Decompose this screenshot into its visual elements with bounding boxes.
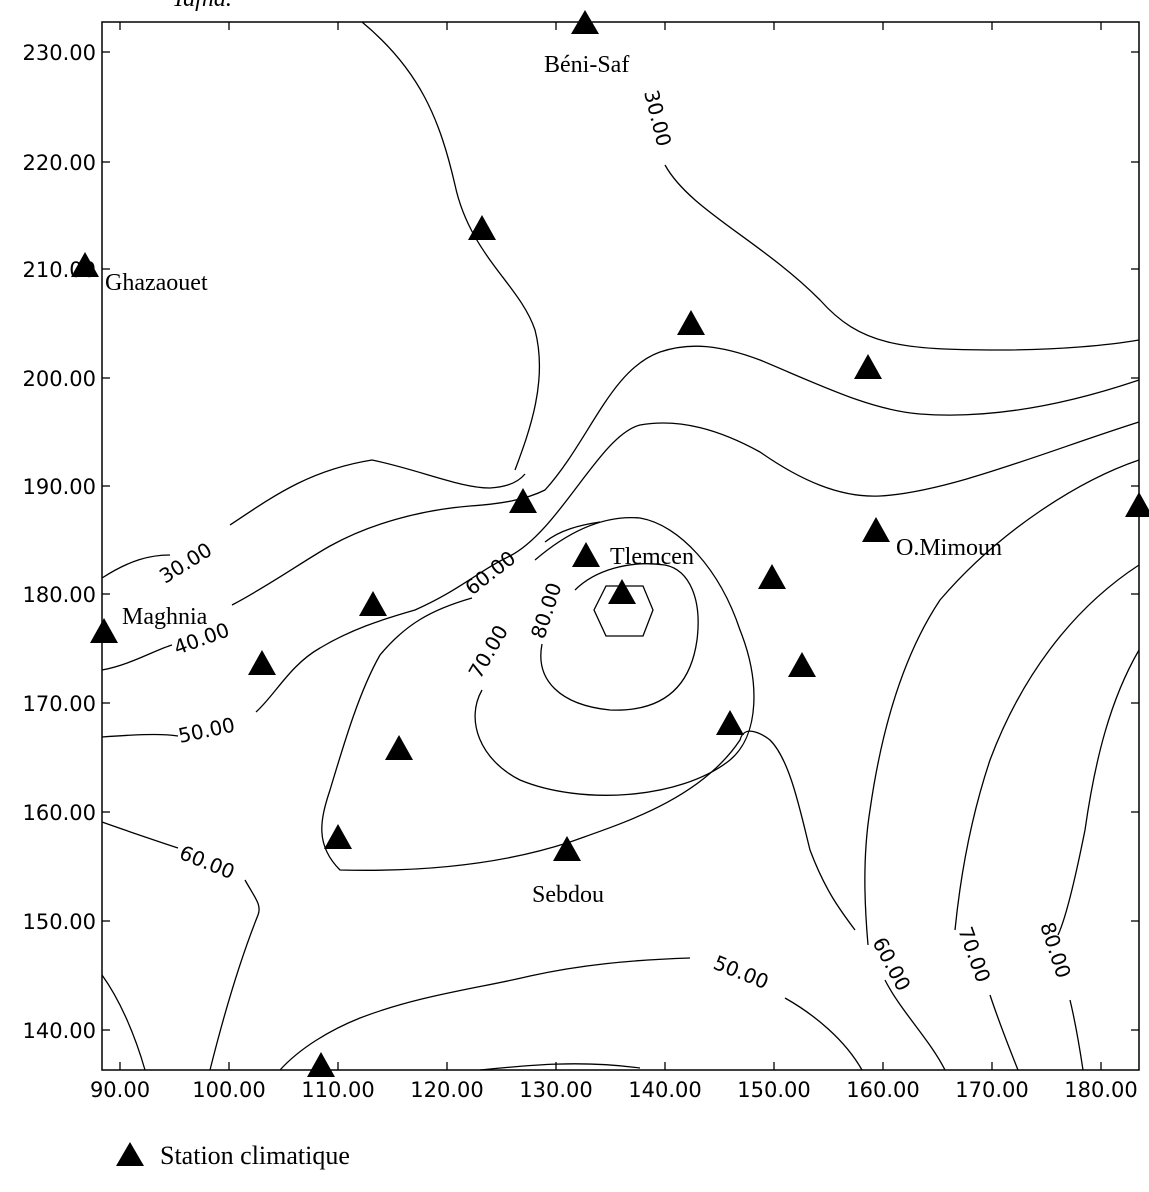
contour-label: 60.00 (868, 933, 916, 995)
contour-lines (101, 21, 1140, 1071)
contour-line (989, 994, 1019, 1071)
contour-line (279, 957, 691, 1071)
contour-label: 30.00 (639, 87, 676, 148)
y-axis (102, 51, 1139, 1031)
contour-line (101, 974, 146, 1071)
contour-label: 50.00 (176, 713, 237, 748)
x-tick-label: 90.00 (90, 1078, 150, 1102)
station-marker (509, 488, 537, 513)
place-name-o-mimoun: O.Mimoun (896, 535, 1002, 561)
contour-line (1069, 999, 1084, 1071)
y-tick-label: 160.00 (23, 801, 96, 825)
station-marker (1125, 492, 1149, 517)
y-tick-label: 170.00 (23, 692, 96, 716)
contour-label: 70.00 (464, 621, 513, 683)
contour-line (954, 564, 1140, 931)
contour-label: 60.00 (176, 840, 238, 884)
contour-line (321, 597, 856, 931)
station-marker (553, 836, 581, 861)
peak-hexagon (593, 585, 654, 637)
contour-line (361, 21, 541, 471)
x-tick-label: 170.00 (955, 1078, 1028, 1102)
x-tick-label: 160.00 (846, 1078, 919, 1102)
contour-label: 80.00 (1035, 919, 1076, 981)
legend: Station climatique (116, 1141, 350, 1170)
y-tick-labels: 230.00 220.00 210.00 200.00 190.00 180.0… (23, 41, 96, 1043)
contour-line (101, 459, 526, 579)
climate-stations (71, 10, 1149, 1077)
contour-line (864, 459, 1140, 946)
contour-line (784, 997, 863, 1071)
x-tick-label: 140.00 (628, 1078, 701, 1102)
place-name-ghazaouet: Ghazaouet (105, 270, 208, 296)
y-tick-label: 180.00 (23, 583, 96, 607)
contour-label: 80.00 (526, 580, 567, 642)
x-tick-label: 120.00 (410, 1078, 483, 1102)
contour-line (664, 164, 1140, 351)
station-marker (248, 650, 276, 675)
station-marker (385, 735, 413, 760)
contour-line (101, 345, 1140, 671)
station-marker (90, 618, 118, 643)
x-axis (119, 22, 1102, 1070)
contour-label: 50.00 (710, 950, 772, 994)
station-marker (716, 710, 744, 735)
legend-station-icon (116, 1142, 144, 1166)
station-marker (677, 310, 705, 335)
contour-line (544, 521, 601, 543)
station-marker (572, 542, 600, 567)
x-tick-label: 130.00 (519, 1078, 592, 1102)
station-marker (324, 824, 352, 849)
contour-line (101, 421, 1140, 738)
y-tick-label: 150.00 (23, 910, 96, 934)
y-tick-label: 220.00 (23, 151, 96, 175)
station-marker (758, 564, 786, 589)
contour-line (1057, 649, 1140, 936)
place-name-tlemcen: Tlemcen (610, 544, 694, 570)
station-marker (71, 252, 99, 277)
station-marker (788, 652, 816, 677)
x-tick-label: 180.00 (1064, 1078, 1137, 1102)
plot-frame (101, 21, 1140, 1071)
y-tick-label: 140.00 (23, 1019, 96, 1043)
x-tick-label: 100.00 (192, 1078, 265, 1102)
contour-line (101, 821, 260, 1071)
contour-line (884, 979, 946, 1071)
place-name-maghnia: Maghnia (122, 604, 208, 630)
contour-line (479, 1063, 641, 1071)
contour-label: 60.00 (460, 546, 520, 600)
station-marker (854, 354, 882, 379)
x-tick-label: 150.00 (737, 1078, 810, 1102)
place-name-beni-saf: Béni-Saf (544, 52, 629, 78)
station-marker (359, 591, 387, 616)
station-marker (468, 215, 496, 240)
station-marker (307, 1052, 335, 1077)
contour-label: 70.00 (953, 924, 995, 986)
y-tick-label: 200.00 (23, 367, 96, 391)
y-tick-label: 230.00 (23, 41, 96, 65)
station-marker (571, 10, 599, 34)
legend-label: Station climatique (160, 1141, 350, 1170)
contour-label: 30.00 (155, 538, 216, 589)
top-partial-label: Tafna. (172, 0, 232, 12)
contour-line (540, 563, 699, 711)
contour-line (474, 516, 755, 796)
station-marker (862, 517, 890, 542)
y-tick-label: 190.00 (23, 475, 96, 499)
x-tick-labels: 90.00 100.00 110.00 120.00 130.00 140.00… (90, 1078, 1138, 1102)
station-marker (608, 579, 636, 604)
place-names: Béni-Saf Ghazaouet Tlemcen O.Mimoun Magh… (105, 52, 1002, 908)
place-name-sebdou: Sebdou (532, 882, 604, 908)
x-tick-label: 110.00 (301, 1078, 374, 1102)
